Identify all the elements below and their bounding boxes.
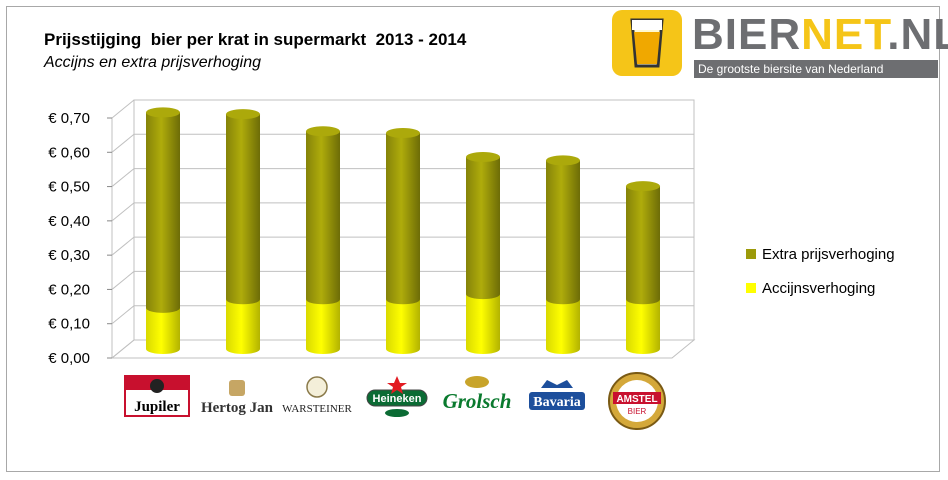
bar-segment-extra xyxy=(146,112,180,313)
gridline xyxy=(111,133,694,153)
bar-segment-accijns xyxy=(626,299,660,354)
legend-swatch xyxy=(746,249,756,259)
bavaria-logo: Bavaria xyxy=(529,380,585,410)
y-tick-label: € 0,00 xyxy=(48,350,90,367)
y-tick-label: € 0,60 xyxy=(48,144,90,161)
bar-top xyxy=(146,107,180,118)
bar-heineken xyxy=(386,128,420,354)
bar-bavaria xyxy=(546,155,580,354)
bar-segment-extra xyxy=(466,157,500,300)
grolsch-logo: Grolsch xyxy=(443,376,512,413)
bar-segment-accijns xyxy=(466,294,500,354)
gridline xyxy=(111,305,694,325)
y-tick-label: € 0,40 xyxy=(48,213,90,230)
gridline xyxy=(111,339,694,359)
legend-swatch xyxy=(746,283,756,293)
amstel-logo: AMSTEL BIER xyxy=(608,372,666,430)
gridline xyxy=(111,99,694,119)
bar-segment-extra xyxy=(226,114,260,305)
jupiler-logo: Jupiler xyxy=(124,375,190,417)
chart-subtitle: Accijns en extra prijsverhoging xyxy=(44,54,261,71)
logo-tagline: De grootste biersite van Nederland xyxy=(694,60,938,78)
y-tick-label: € 0,30 xyxy=(48,247,90,264)
gridline xyxy=(111,168,694,187)
gridline xyxy=(111,236,694,256)
jupiler-label: Jupiler xyxy=(134,399,180,415)
bull-icon xyxy=(150,379,164,393)
bar-top xyxy=(306,126,340,137)
hertog-jan-logo: Hertog Jan xyxy=(201,380,274,416)
bar-top xyxy=(466,152,500,162)
amstel-label: AMSTEL xyxy=(616,394,657,405)
bar-segment-accijns xyxy=(226,299,260,354)
y-tick-label: € 0,50 xyxy=(48,179,90,196)
grolsch-label: Grolsch xyxy=(443,389,512,413)
star-icon xyxy=(387,376,407,394)
logo-wordmark: BIERNET.NL xyxy=(692,10,948,59)
brand-logos: Jupiler Hertog Jan WARSTEINER Heineken Grols… xyxy=(124,372,666,430)
heineken-label: Heineken xyxy=(373,393,422,405)
gridline xyxy=(111,270,694,290)
bar-segment-accijns xyxy=(306,299,340,354)
beer-glass-icon xyxy=(612,10,682,76)
crest-icon xyxy=(229,380,245,396)
bar-segment-extra xyxy=(546,160,580,305)
bar-grolsch xyxy=(466,152,500,354)
crown-icon xyxy=(541,380,573,388)
crest-icon xyxy=(306,376,328,398)
bar-segment-extra xyxy=(626,186,660,305)
biernet-logo: BIERNET.NL De grootste biersite van Nede… xyxy=(612,10,948,80)
bar-top xyxy=(626,181,660,192)
bar-segment-accijns xyxy=(386,299,420,354)
legend: Extra prijsverhoging Accijnsverhoging xyxy=(746,246,895,297)
bar-jupiler xyxy=(146,107,180,354)
bar-segment-extra xyxy=(386,133,420,305)
bar-top xyxy=(226,109,260,120)
heineken-logo: Heineken xyxy=(366,376,428,417)
y-tick-label: € 0,20 xyxy=(48,281,90,298)
bar-amstel xyxy=(626,181,660,354)
bavaria-label: Bavaria xyxy=(533,395,580,410)
y-tick-label: € 0,70 xyxy=(48,110,90,127)
bar-hertog-jan xyxy=(226,109,260,354)
bar-segment-accijns xyxy=(546,299,580,354)
amstel-sublabel: BIER xyxy=(628,407,647,416)
bar-segment-extra xyxy=(306,131,340,305)
warsteiner-logo: WARSTEINER xyxy=(282,376,352,415)
y-tick-label: € 0,10 xyxy=(48,316,90,333)
hertog-jan-label: Hertog Jan xyxy=(201,400,274,416)
warsteiner-label: WARSTEINER xyxy=(282,403,352,415)
bar-top xyxy=(546,155,580,166)
hops-icon xyxy=(465,376,489,388)
legend-label: Extra prijsverhoging xyxy=(762,246,895,263)
gridline xyxy=(111,202,694,222)
legend-label: Accijnsverhoging xyxy=(762,280,875,297)
bar-segment-accijns xyxy=(146,307,180,354)
bar-top xyxy=(386,128,420,138)
bar-warsteiner xyxy=(306,126,340,354)
chart-title: Prijsstijging bier per krat in supermark… xyxy=(44,30,467,49)
